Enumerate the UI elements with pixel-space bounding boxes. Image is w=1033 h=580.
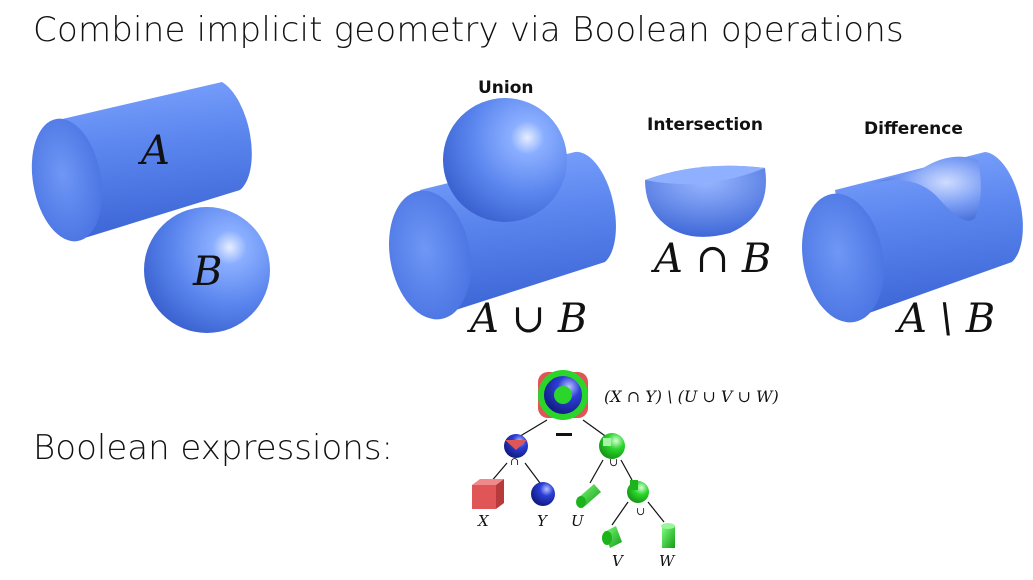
- boolean-expressions-heading: Boolean expressions:: [33, 428, 393, 468]
- union-expression: A ∪ B: [470, 296, 588, 342]
- root-node-shape: [538, 370, 588, 420]
- uvw-node-shape: [599, 433, 625, 459]
- vw-node-shape: [627, 480, 649, 503]
- leaf-w-cylinder: [661, 523, 675, 548]
- difference-shape: [802, 152, 1023, 323]
- leaf-v-cylinder: [602, 526, 622, 548]
- leaf-x-label: X: [478, 512, 489, 530]
- difference-expression: A \ B: [898, 296, 996, 342]
- leaf-y-sphere: [531, 482, 555, 506]
- sphere-b-shape: [144, 207, 270, 333]
- union-operator-2: ∪: [636, 505, 646, 518]
- intersection-shape: [645, 165, 766, 237]
- leaf-y-label: Y: [537, 512, 547, 530]
- intersection-heading: Intersection: [647, 115, 763, 135]
- union-heading: Union: [478, 78, 534, 98]
- csg-tree: [472, 370, 675, 548]
- leaf-w-label: W: [659, 552, 675, 570]
- root-operator-minus: [556, 433, 572, 436]
- xy-node-shape: [504, 434, 528, 458]
- leaf-v-label: V: [612, 552, 623, 570]
- intersection-expression: A ∩ B: [654, 236, 772, 282]
- leaf-u-cylinder: [576, 484, 601, 508]
- root-expression: (X ∩ Y) \ (U ∪ V ∪ W): [604, 387, 779, 406]
- slide-title: Combine implicit geometry via Boolean op…: [33, 10, 904, 50]
- difference-heading: Difference: [864, 119, 963, 139]
- operand-a-label: A: [141, 128, 170, 174]
- leaf-u-label: U: [571, 512, 584, 530]
- cylinder-a-shape: [31, 82, 252, 242]
- intersect-operator: ∩: [510, 455, 520, 468]
- operand-b-label: B: [193, 249, 223, 295]
- leaf-x-cube: [472, 479, 504, 509]
- union-shape: [389, 98, 616, 320]
- union-operator-1: ∪: [609, 456, 619, 469]
